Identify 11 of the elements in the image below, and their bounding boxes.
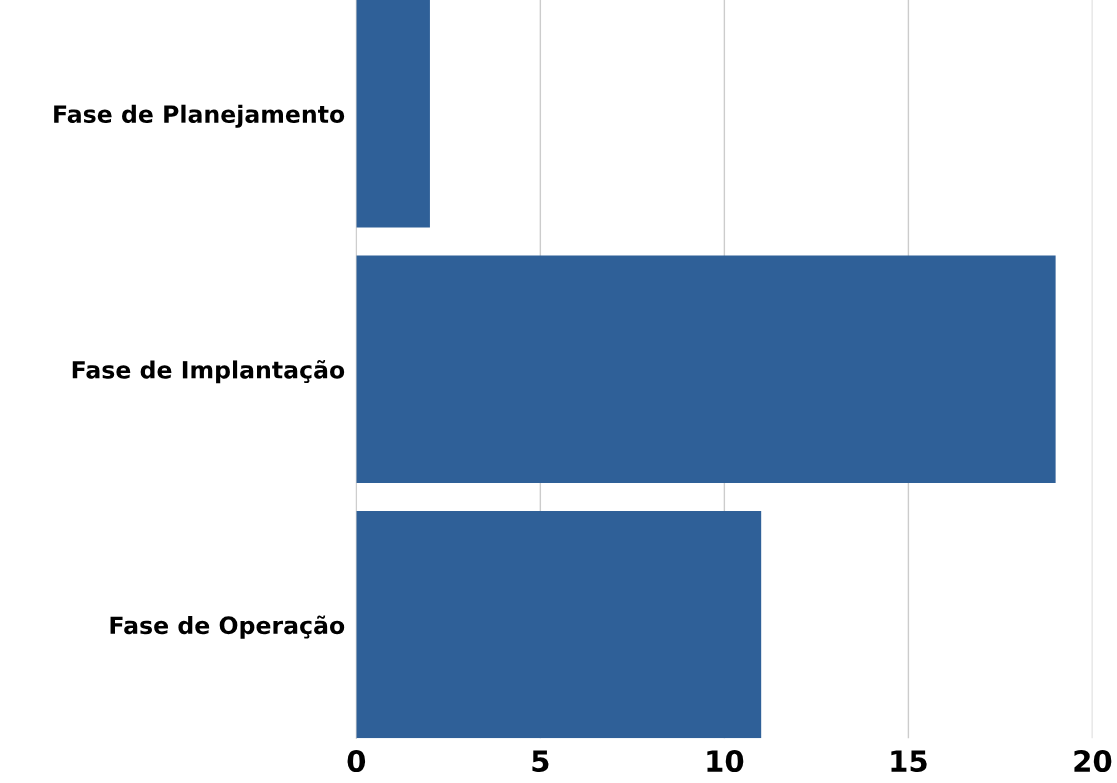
bar: [356, 0, 430, 228]
x-tick-label: 10: [707, 750, 744, 773]
x-tick-label: 20: [1074, 750, 1112, 773]
y-tick-label: Fase de Planejamento: [54, 104, 345, 128]
bar: [356, 510, 762, 739]
x-tick-label: 15: [891, 750, 927, 773]
x-tick-label: 5: [532, 750, 549, 773]
y-tick-label: Fase de Implantação: [72, 360, 345, 384]
x-tick-label: 0: [347, 750, 366, 773]
bar: [356, 255, 1056, 483]
y-tick-label: Fase de Operação: [110, 615, 345, 639]
